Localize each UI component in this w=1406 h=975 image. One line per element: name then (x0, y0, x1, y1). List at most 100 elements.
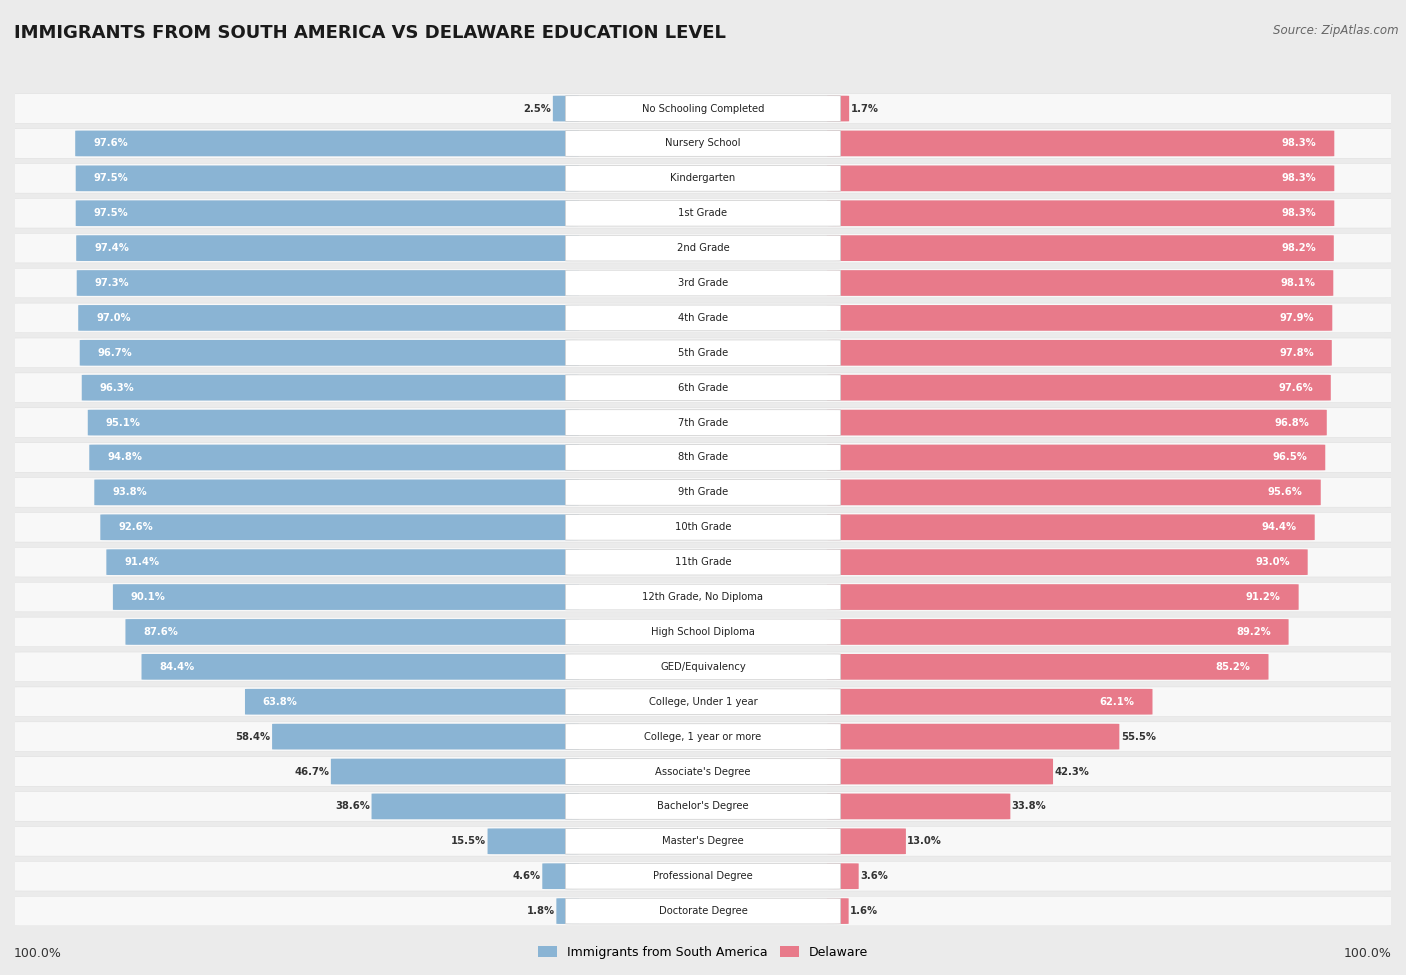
FancyBboxPatch shape (87, 410, 579, 436)
FancyBboxPatch shape (488, 829, 579, 854)
Text: 62.1%: 62.1% (1099, 697, 1135, 707)
Text: 97.6%: 97.6% (93, 138, 128, 148)
FancyBboxPatch shape (8, 303, 1398, 332)
Text: 97.5%: 97.5% (94, 209, 128, 218)
Text: Associate's Degree: Associate's Degree (655, 766, 751, 776)
Text: Doctorate Degree: Doctorate Degree (658, 906, 748, 916)
Text: Master's Degree: Master's Degree (662, 837, 744, 846)
FancyBboxPatch shape (8, 164, 1398, 193)
Text: 94.8%: 94.8% (107, 452, 142, 462)
FancyBboxPatch shape (827, 410, 1327, 436)
FancyBboxPatch shape (827, 201, 1334, 226)
FancyBboxPatch shape (8, 268, 1398, 297)
FancyBboxPatch shape (565, 201, 841, 226)
Text: 84.4%: 84.4% (159, 662, 194, 672)
Text: 3.6%: 3.6% (860, 872, 889, 881)
FancyBboxPatch shape (565, 235, 841, 261)
FancyBboxPatch shape (827, 549, 1308, 575)
FancyBboxPatch shape (8, 372, 1398, 403)
Text: 98.3%: 98.3% (1282, 209, 1316, 218)
FancyBboxPatch shape (827, 270, 1333, 295)
Text: 100.0%: 100.0% (1344, 947, 1392, 960)
Text: 11th Grade: 11th Grade (675, 557, 731, 567)
Text: 93.8%: 93.8% (112, 488, 148, 497)
FancyBboxPatch shape (8, 443, 1398, 472)
FancyBboxPatch shape (565, 305, 841, 331)
Text: 96.5%: 96.5% (1272, 452, 1308, 462)
FancyBboxPatch shape (827, 898, 849, 924)
FancyBboxPatch shape (107, 549, 579, 575)
FancyBboxPatch shape (557, 898, 579, 924)
Text: 3rd Grade: 3rd Grade (678, 278, 728, 288)
Text: 85.2%: 85.2% (1216, 662, 1250, 672)
Text: 8th Grade: 8th Grade (678, 452, 728, 462)
Text: GED/Equivalency: GED/Equivalency (661, 662, 745, 672)
FancyBboxPatch shape (565, 794, 841, 819)
FancyBboxPatch shape (76, 201, 579, 226)
Text: 87.6%: 87.6% (143, 627, 179, 637)
Text: 63.8%: 63.8% (263, 697, 298, 707)
FancyBboxPatch shape (8, 861, 1398, 891)
FancyBboxPatch shape (827, 445, 1326, 470)
Text: 1.6%: 1.6% (851, 906, 879, 916)
Text: 46.7%: 46.7% (294, 766, 329, 776)
FancyBboxPatch shape (8, 338, 1398, 368)
Text: 91.4%: 91.4% (124, 557, 159, 567)
Text: 10th Grade: 10th Grade (675, 523, 731, 532)
FancyBboxPatch shape (565, 480, 841, 505)
FancyBboxPatch shape (827, 374, 1331, 401)
FancyBboxPatch shape (565, 445, 841, 470)
Text: Nursery School: Nursery School (665, 138, 741, 148)
Text: 1st Grade: 1st Grade (679, 209, 727, 218)
FancyBboxPatch shape (89, 445, 579, 470)
FancyBboxPatch shape (125, 619, 579, 644)
Text: 12th Grade, No Diploma: 12th Grade, No Diploma (643, 592, 763, 602)
Text: 1.8%: 1.8% (527, 906, 555, 916)
FancyBboxPatch shape (8, 408, 1398, 438)
FancyBboxPatch shape (565, 131, 841, 156)
Text: 42.3%: 42.3% (1054, 766, 1090, 776)
FancyBboxPatch shape (8, 617, 1398, 646)
FancyBboxPatch shape (543, 863, 579, 889)
FancyBboxPatch shape (827, 340, 1331, 366)
FancyBboxPatch shape (76, 235, 579, 261)
Text: 38.6%: 38.6% (335, 801, 370, 811)
FancyBboxPatch shape (94, 480, 579, 505)
Text: 98.3%: 98.3% (1282, 138, 1316, 148)
FancyBboxPatch shape (565, 410, 841, 436)
Text: 90.1%: 90.1% (131, 592, 166, 602)
FancyBboxPatch shape (80, 340, 579, 366)
Text: 94.4%: 94.4% (1261, 523, 1296, 532)
FancyBboxPatch shape (8, 513, 1398, 542)
Text: Source: ZipAtlas.com: Source: ZipAtlas.com (1274, 24, 1399, 37)
FancyBboxPatch shape (565, 340, 841, 366)
FancyBboxPatch shape (565, 829, 841, 854)
FancyBboxPatch shape (8, 478, 1398, 507)
FancyBboxPatch shape (827, 723, 1119, 750)
FancyBboxPatch shape (827, 794, 1011, 819)
FancyBboxPatch shape (8, 896, 1398, 926)
FancyBboxPatch shape (565, 515, 841, 540)
FancyBboxPatch shape (8, 757, 1398, 786)
Text: High School Diploma: High School Diploma (651, 627, 755, 637)
FancyBboxPatch shape (565, 374, 841, 401)
FancyBboxPatch shape (245, 689, 579, 715)
FancyBboxPatch shape (827, 166, 1334, 191)
FancyBboxPatch shape (142, 654, 579, 680)
FancyBboxPatch shape (8, 582, 1398, 612)
Text: 96.8%: 96.8% (1274, 417, 1309, 428)
FancyBboxPatch shape (82, 374, 579, 401)
FancyBboxPatch shape (8, 687, 1398, 717)
Text: 92.6%: 92.6% (118, 523, 153, 532)
Text: 97.4%: 97.4% (94, 243, 129, 254)
Text: 91.2%: 91.2% (1246, 592, 1281, 602)
Text: College, Under 1 year: College, Under 1 year (648, 697, 758, 707)
FancyBboxPatch shape (8, 94, 1398, 124)
Text: 96.7%: 96.7% (97, 348, 132, 358)
Text: 98.3%: 98.3% (1282, 174, 1316, 183)
Text: 58.4%: 58.4% (236, 731, 271, 742)
Text: College, 1 year or more: College, 1 year or more (644, 731, 762, 742)
FancyBboxPatch shape (827, 515, 1315, 540)
FancyBboxPatch shape (827, 759, 1053, 784)
FancyBboxPatch shape (827, 131, 1334, 156)
